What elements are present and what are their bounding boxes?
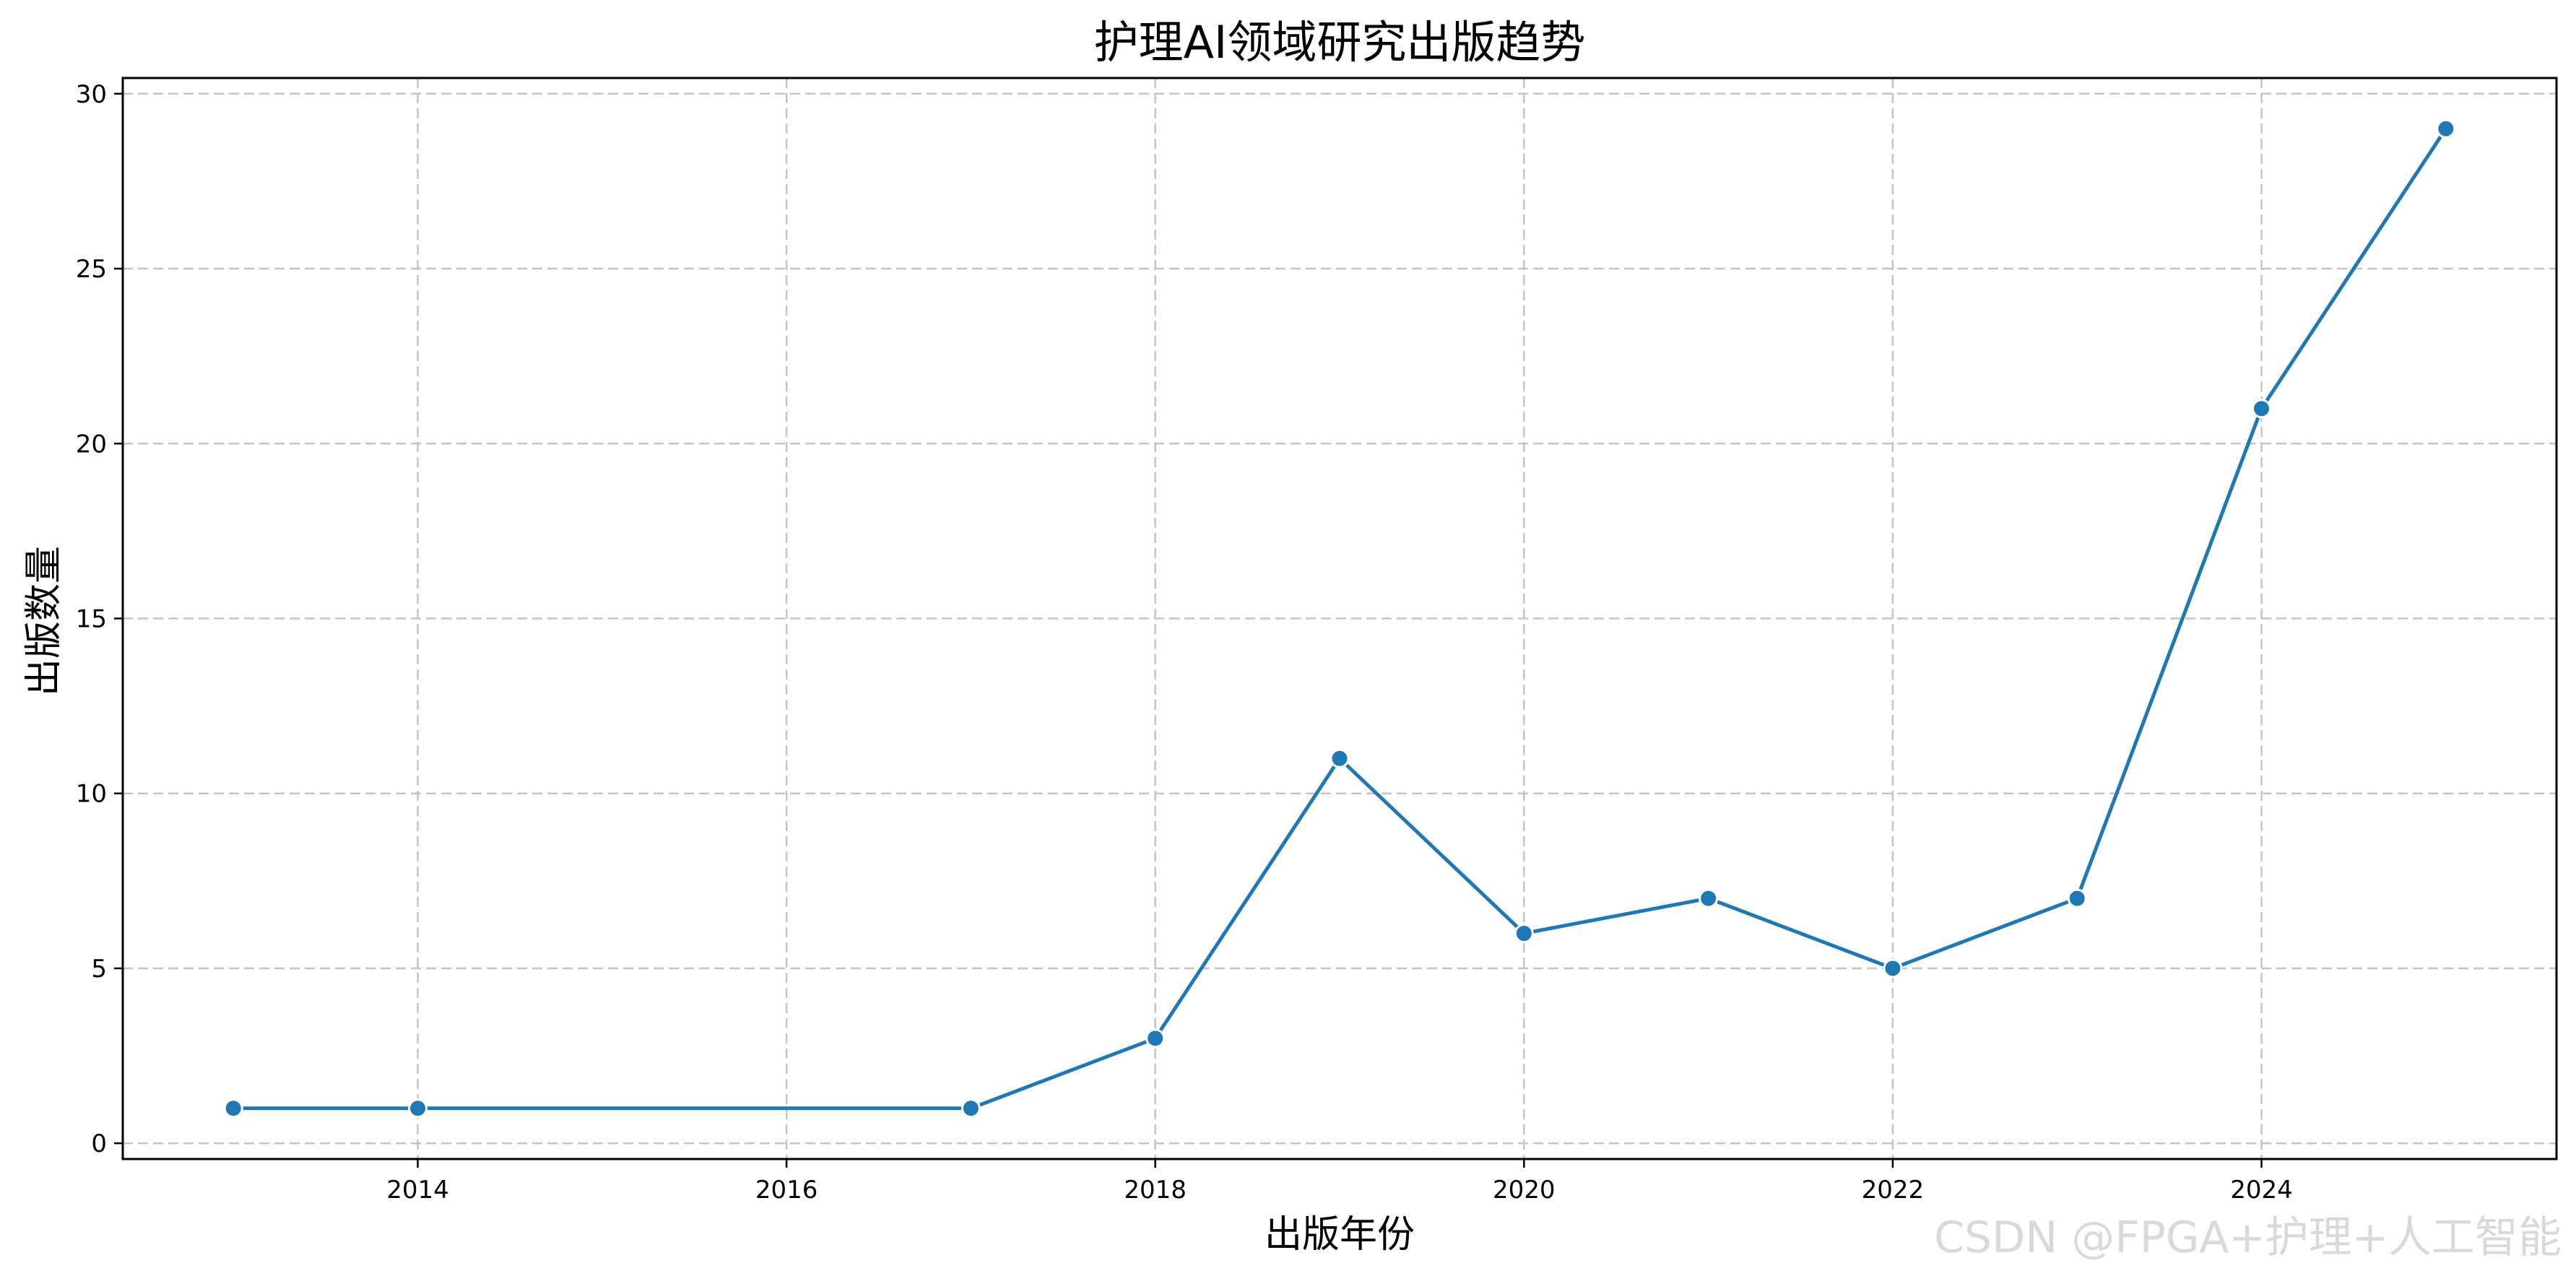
data-point <box>1330 748 1350 768</box>
y-tick-label: 0 <box>91 1129 107 1158</box>
data-point <box>223 1098 243 1119</box>
data-point <box>1883 958 1903 978</box>
y-tick-label: 25 <box>76 255 107 284</box>
x-tick-label: 2022 <box>1862 1176 1925 1205</box>
data-point <box>1145 1028 1166 1049</box>
data-point <box>2436 118 2456 139</box>
y-tick-label: 15 <box>76 605 107 634</box>
x-tick-label: 2020 <box>1493 1176 1556 1205</box>
x-tick-label: 2016 <box>755 1176 818 1205</box>
x-tick-label: 2018 <box>1124 1176 1187 1205</box>
data-point <box>2067 888 2087 908</box>
series-layer <box>223 118 2456 1119</box>
data-point <box>1514 924 1534 944</box>
y-tick-label: 20 <box>76 430 107 459</box>
data-point <box>960 1098 981 1119</box>
x-axis-label: 出版年份 <box>1265 1213 1415 1257</box>
chart-title: 护理AI领域研究出版趋势 <box>1094 16 1586 69</box>
y-tick-label: 5 <box>91 955 107 984</box>
grid <box>123 78 2557 1159</box>
plot-frame <box>121 77 2558 1160</box>
data-point <box>1699 888 1719 908</box>
x-tick-label: 2024 <box>2230 1176 2293 1205</box>
data-point <box>407 1098 428 1119</box>
axis-ticks: 2014 2016 2018 2020 2022 2024 0 5 10 15 20 25 30 <box>76 80 2293 1205</box>
y-tick-label: 30 <box>76 80 107 109</box>
x-tick-label: 2014 <box>386 1176 449 1205</box>
watermark: CSDN @FPGA+护理+人工智能 <box>1934 1212 2562 1263</box>
y-axis-label: 出版数量 <box>22 546 66 696</box>
y-tick-label: 10 <box>76 780 107 809</box>
data-point <box>2252 399 2272 419</box>
